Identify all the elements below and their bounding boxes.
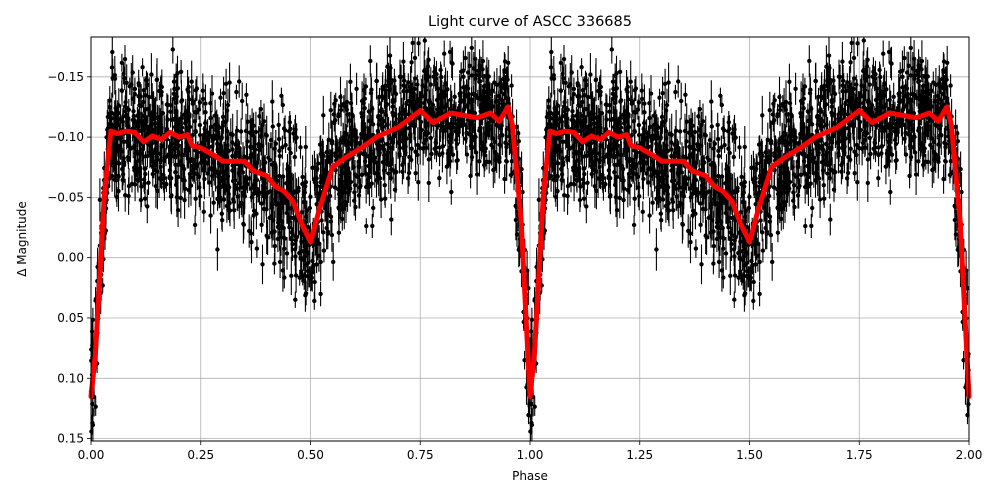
x-tick-label: 1.25: [626, 448, 653, 462]
y-axis-label: Δ Magnitude: [15, 201, 29, 277]
x-tick-label: 1.75: [846, 448, 873, 462]
y-tick-label: −0.15: [47, 70, 84, 84]
x-tick-label: 0.75: [407, 448, 434, 462]
x-tick-label: 1.50: [736, 448, 763, 462]
y-tick-label: 0.05: [57, 311, 84, 325]
y-tick-label: 0.00: [57, 251, 84, 265]
x-tick-label: 0.25: [187, 448, 214, 462]
chart-title: Light curve of ASCC 336685: [428, 14, 632, 30]
y-tick-label: 0.15: [57, 432, 84, 446]
model-curve: [88, 104, 972, 399]
y-axis-ticks: −0.15 −0.10 −0.05 0.00 0.05 0.10 0.15: [47, 70, 91, 446]
x-tick-label: 0.50: [297, 448, 324, 462]
y-tick-label: −0.05: [47, 190, 84, 204]
x-axis-ticks: 0.00 0.25 0.50 0.75 1.00 1.25 1.50 1.75 2.00: [78, 441, 983, 462]
x-tick-label: 1.00: [517, 448, 544, 462]
y-tick-label: 0.10: [57, 371, 84, 385]
y-tick-label: −0.10: [47, 130, 84, 144]
x-tick-label: 2.00: [956, 448, 983, 462]
x-tick-label: 0.00: [78, 448, 105, 462]
x-axis-label: Phase: [512, 469, 548, 483]
